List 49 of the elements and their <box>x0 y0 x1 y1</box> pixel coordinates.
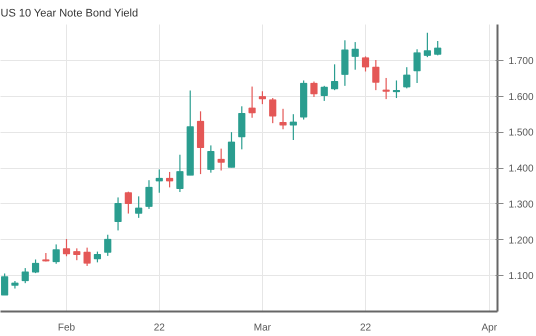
y-tick-label: 1.700 <box>508 56 534 67</box>
candlestick <box>135 196 142 218</box>
candlestick <box>248 86 256 118</box>
candlestick <box>218 148 225 172</box>
candlestick <box>330 64 338 91</box>
candlestick <box>413 48 421 84</box>
candlestick <box>269 97 276 124</box>
candlestick <box>84 247 91 267</box>
candlestick <box>156 168 163 194</box>
candlestick <box>94 250 102 263</box>
x-tick-label: Feb <box>58 322 76 334</box>
candlestick <box>176 154 184 193</box>
candlestick <box>362 56 370 72</box>
x-tick-label: 22 <box>154 322 166 334</box>
candlestick <box>62 238 70 257</box>
candlestick <box>166 171 174 188</box>
candlestick <box>320 85 328 102</box>
candlestick <box>392 80 400 99</box>
candlestick <box>434 40 442 56</box>
candlestick <box>22 267 29 284</box>
candlestick <box>32 258 40 274</box>
candlestick <box>145 180 153 210</box>
candlestick <box>424 32 431 58</box>
candlestick <box>104 234 112 256</box>
y-tick-label: 1.200 <box>508 235 534 246</box>
candlestick <box>290 114 297 141</box>
candlestick <box>114 196 122 232</box>
chart-title: US 10 Year Note Bond Yield <box>0 8 138 20</box>
y-tick-label: 1.300 <box>508 199 534 210</box>
y-tick-label: 1.100 <box>508 271 534 282</box>
candlestick <box>372 59 380 91</box>
candlestick <box>310 80 318 98</box>
x-tick-label: 22 <box>360 322 372 334</box>
x-tick-label: Mar <box>254 322 272 334</box>
candlestick <box>238 106 246 150</box>
candlestick <box>1 272 8 296</box>
x-tick-label: Apr <box>481 322 498 334</box>
candlestick <box>352 41 359 70</box>
candlestick <box>382 77 390 100</box>
candlestick <box>258 90 266 105</box>
y-tick-label: 1.500 <box>508 128 534 139</box>
candlestick <box>73 248 80 261</box>
candlestick <box>403 66 410 89</box>
candlestick <box>279 108 287 130</box>
candlestick <box>124 191 132 214</box>
candlestick <box>52 244 60 264</box>
y-tick-label: 1.400 <box>508 164 534 174</box>
candlestick <box>207 144 214 174</box>
y-tick-label: 1.600 <box>508 92 534 103</box>
